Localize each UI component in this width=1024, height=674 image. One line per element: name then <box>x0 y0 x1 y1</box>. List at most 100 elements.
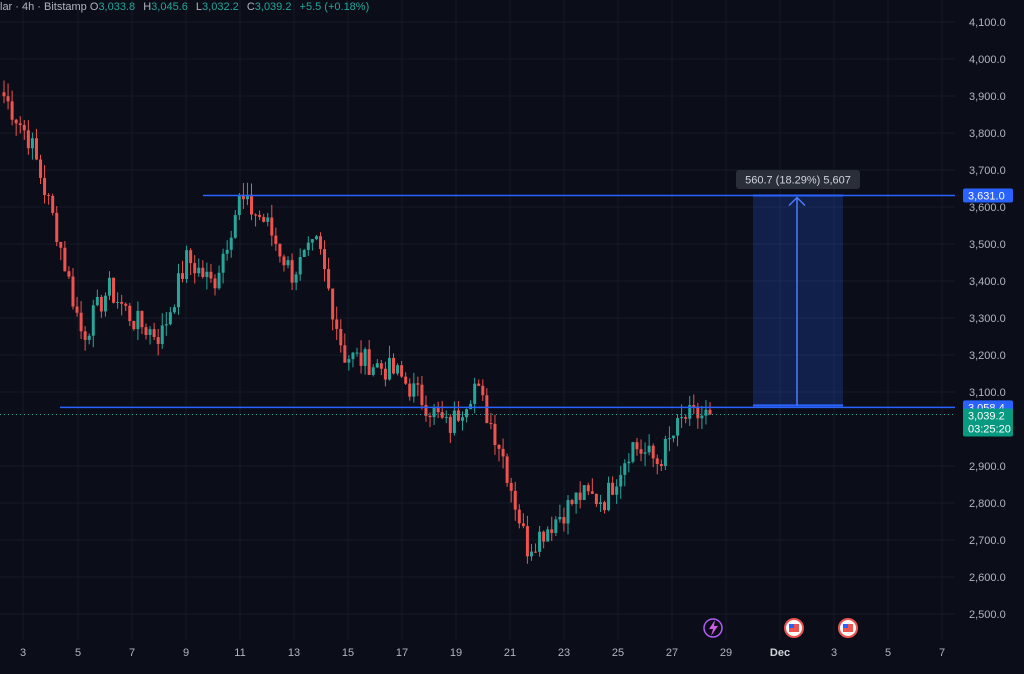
candle-body <box>619 474 623 487</box>
candle-body <box>34 138 38 160</box>
candle-body <box>700 415 704 419</box>
candle-body <box>250 194 254 215</box>
time-tick-label: 19 <box>450 647 462 659</box>
grid <box>0 0 955 640</box>
candle-body <box>566 500 570 524</box>
candle-body <box>501 448 505 457</box>
current-price-tag[interactable] <box>963 408 1013 437</box>
candle-body <box>107 277 111 296</box>
candle-body <box>22 125 26 131</box>
candle-body <box>651 445 655 459</box>
candle-body <box>542 531 546 542</box>
us-flag-event-icon[interactable] <box>838 618 858 638</box>
candle-body <box>546 529 550 542</box>
candle-body <box>160 325 164 344</box>
price-tick-label: 4,000.0 <box>969 54 1006 66</box>
candle-body <box>643 452 647 454</box>
candle-body <box>704 409 708 416</box>
candle-body <box>47 194 51 196</box>
candle-body <box>71 276 75 307</box>
time-tick-label: 5 <box>885 647 891 659</box>
candle-body <box>83 331 87 340</box>
candle-body <box>116 301 120 303</box>
candle-body <box>692 405 696 407</box>
lightning-bolt <box>709 620 718 636</box>
candle-body <box>663 438 667 467</box>
candle-body <box>343 345 347 363</box>
resistance-price-tag[interactable] <box>963 188 1013 203</box>
measure-tooltip <box>736 170 860 189</box>
candle-body <box>245 194 249 200</box>
candle-body <box>323 249 327 270</box>
candle-body <box>477 383 481 386</box>
high-label: H <box>143 1 152 13</box>
drawings[interactable]: 560.7 (18.29%) 5,607 <box>0 170 955 415</box>
candle-body <box>144 327 148 336</box>
open-value: 3,033.8 <box>98 1 136 13</box>
candle-body <box>63 247 67 272</box>
candle-body <box>529 551 533 557</box>
time-tick-label: 9 <box>183 647 189 659</box>
candle-body <box>318 236 322 250</box>
candle-body <box>590 491 594 494</box>
candle-body <box>286 260 290 266</box>
candle-body <box>408 383 412 397</box>
candle-body <box>258 214 262 217</box>
candle-body <box>225 249 229 254</box>
candle-body <box>55 212 59 243</box>
candle-body <box>631 442 635 462</box>
candle-body <box>302 250 306 257</box>
candle-body <box>294 274 298 283</box>
us-flag-event-icon[interactable] <box>784 618 804 638</box>
candle-body <box>497 445 501 449</box>
candle-body <box>172 307 176 313</box>
flag-canton <box>789 624 794 628</box>
candle-body <box>241 194 245 200</box>
candle-body <box>489 423 493 425</box>
flag-canton <box>843 624 848 628</box>
candle-body <box>392 357 396 374</box>
candle-body <box>67 271 71 277</box>
low-label: L <box>195 1 203 13</box>
candle-body <box>383 368 387 380</box>
candle-body <box>521 523 525 527</box>
candle-body <box>99 296 103 312</box>
candle-body <box>696 406 700 419</box>
candle-body <box>189 250 193 264</box>
candle-body <box>396 365 400 374</box>
candle-body <box>176 273 180 308</box>
candle-body <box>684 417 688 419</box>
candle-body <box>339 328 343 346</box>
candle-body <box>148 329 152 336</box>
lightning-ring <box>703 618 723 638</box>
candle-body <box>635 442 639 450</box>
candle-body <box>314 236 318 240</box>
countdown-text: 03:25:20 <box>968 423 1011 435</box>
price-tick-label: 4,100.0 <box>969 17 1006 29</box>
candle-body <box>87 335 91 340</box>
candle-body <box>2 92 6 97</box>
candle-body <box>469 403 473 410</box>
candle-body <box>676 418 680 436</box>
candle-body <box>582 485 586 500</box>
measure-box[interactable] <box>753 195 843 408</box>
candle-body <box>164 324 168 326</box>
candle-body <box>481 385 485 396</box>
candle-body <box>266 217 270 222</box>
candle-body <box>43 177 47 195</box>
price-tick-label: 3,100.0 <box>969 387 1006 399</box>
candle-body <box>152 329 156 338</box>
candle-body <box>136 310 140 330</box>
candle-body <box>6 96 10 102</box>
close-value: 3,039.2 <box>254 1 292 13</box>
candle-body <box>432 407 436 418</box>
time-tick-label: 5 <box>75 647 81 659</box>
lightning-event-icon[interactable] <box>703 618 723 638</box>
candle-body <box>363 349 367 366</box>
symbol-title[interactable]: lar · 4h · Bitstamp <box>0 1 87 13</box>
candle-body <box>627 461 631 464</box>
candle-body <box>278 243 282 257</box>
candle-body <box>124 303 128 306</box>
